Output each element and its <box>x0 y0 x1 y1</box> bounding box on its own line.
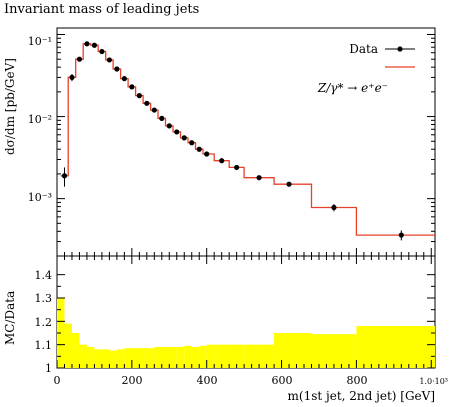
data-point <box>174 129 180 135</box>
ratio-band-bin <box>206 344 215 368</box>
data-point <box>196 146 202 152</box>
ratio-band-bin <box>214 344 222 368</box>
data-point <box>99 48 105 55</box>
ratio-band-bin <box>109 350 117 368</box>
data-point <box>286 181 292 187</box>
x-tick-label: 400 <box>197 374 218 387</box>
data-point <box>61 173 68 179</box>
main-y-tick-label: 10⁻¹ <box>28 35 52 48</box>
data-point <box>106 57 112 63</box>
main-ticks <box>56 33 435 368</box>
ratio-band-bin <box>184 345 192 368</box>
x-tick-label-multiplier: 1.0·10³ <box>419 377 448 386</box>
ratio-band <box>57 298 435 368</box>
ratio-y-tick-label: 1.1 <box>35 339 53 352</box>
ratio-band-bin <box>116 349 125 368</box>
ratio-y-tick-label: 1 <box>45 362 52 375</box>
ratio-band-bin <box>131 348 140 368</box>
chart-title: Invariant mass of leading jets <box>4 2 200 17</box>
ratio-band-bin <box>259 344 275 368</box>
data-point <box>331 204 337 211</box>
ratio-band-bin <box>139 348 147 368</box>
ratio-band-bin <box>146 348 155 368</box>
ratio-band-bin <box>94 349 102 368</box>
ratio-band-bin <box>221 344 230 368</box>
ratio-band-bin <box>71 333 80 368</box>
ratio-band-bin <box>79 344 87 368</box>
data-point <box>121 76 127 82</box>
legend-marker-dot <box>397 46 403 52</box>
main-y-tick-label: 10⁻² <box>28 113 52 126</box>
ratio-band-bin <box>124 348 132 368</box>
data-point <box>204 151 210 157</box>
ratio-y-tick-label: 1.4 <box>35 269 53 282</box>
ratio-band-bin <box>274 333 312 368</box>
data-point <box>129 84 135 90</box>
data-point <box>114 66 120 72</box>
ratio-band-bin <box>169 347 177 368</box>
data-point <box>136 93 142 99</box>
data-point <box>189 140 195 146</box>
x-tick-label: 200 <box>122 374 143 387</box>
ratio-y-tick-label: 1.3 <box>35 292 53 305</box>
data-points <box>61 41 404 241</box>
legend-process-label: Z/γ* → e⁺e⁻ <box>317 81 388 95</box>
data-point <box>398 232 404 238</box>
main-y-tick-label: 10⁻³ <box>28 191 52 204</box>
x-tick-label: 800 <box>347 374 368 387</box>
data-point <box>144 100 150 106</box>
data-point <box>76 56 83 62</box>
mc-histogram <box>60 43 435 236</box>
data-point <box>159 115 165 121</box>
main-y-axis-label: dσ/dm [pb/GeV] <box>3 58 17 155</box>
ratio-band-bin <box>356 326 435 368</box>
legend-label-data: Data <box>349 42 378 56</box>
data-point <box>166 123 172 129</box>
data-point <box>256 175 262 181</box>
ratio-band-bin <box>154 347 162 368</box>
ratio-y-tick-label: 1.2 <box>35 316 53 329</box>
data-point <box>219 158 225 164</box>
ratio-band-bin <box>244 344 260 368</box>
data-point <box>151 107 157 113</box>
data-point <box>181 135 187 141</box>
ratio-y-axis-label: MC/Data <box>3 291 17 345</box>
ratio-band-bin <box>229 344 245 368</box>
ratio-band-bin <box>161 347 170 368</box>
mc-step-line <box>60 43 435 236</box>
ratio-band-bin <box>101 349 110 368</box>
ratio-band-bin <box>176 347 185 368</box>
data-point <box>69 74 75 81</box>
x-axis-label: m(1st jet, 2nd jet) [GeV] <box>288 389 435 403</box>
ratio-band-bin <box>191 347 200 368</box>
ratio-band-bin <box>199 345 207 368</box>
x-tick-label: 600 <box>272 374 293 387</box>
ratio-band-bin <box>64 323 72 368</box>
data-point <box>91 42 98 48</box>
ratio-band-bin <box>86 347 95 368</box>
data-point <box>84 41 90 47</box>
data-point <box>234 164 240 171</box>
x-tick-label: 0 <box>54 374 61 387</box>
ratio-band-bin <box>311 334 357 368</box>
